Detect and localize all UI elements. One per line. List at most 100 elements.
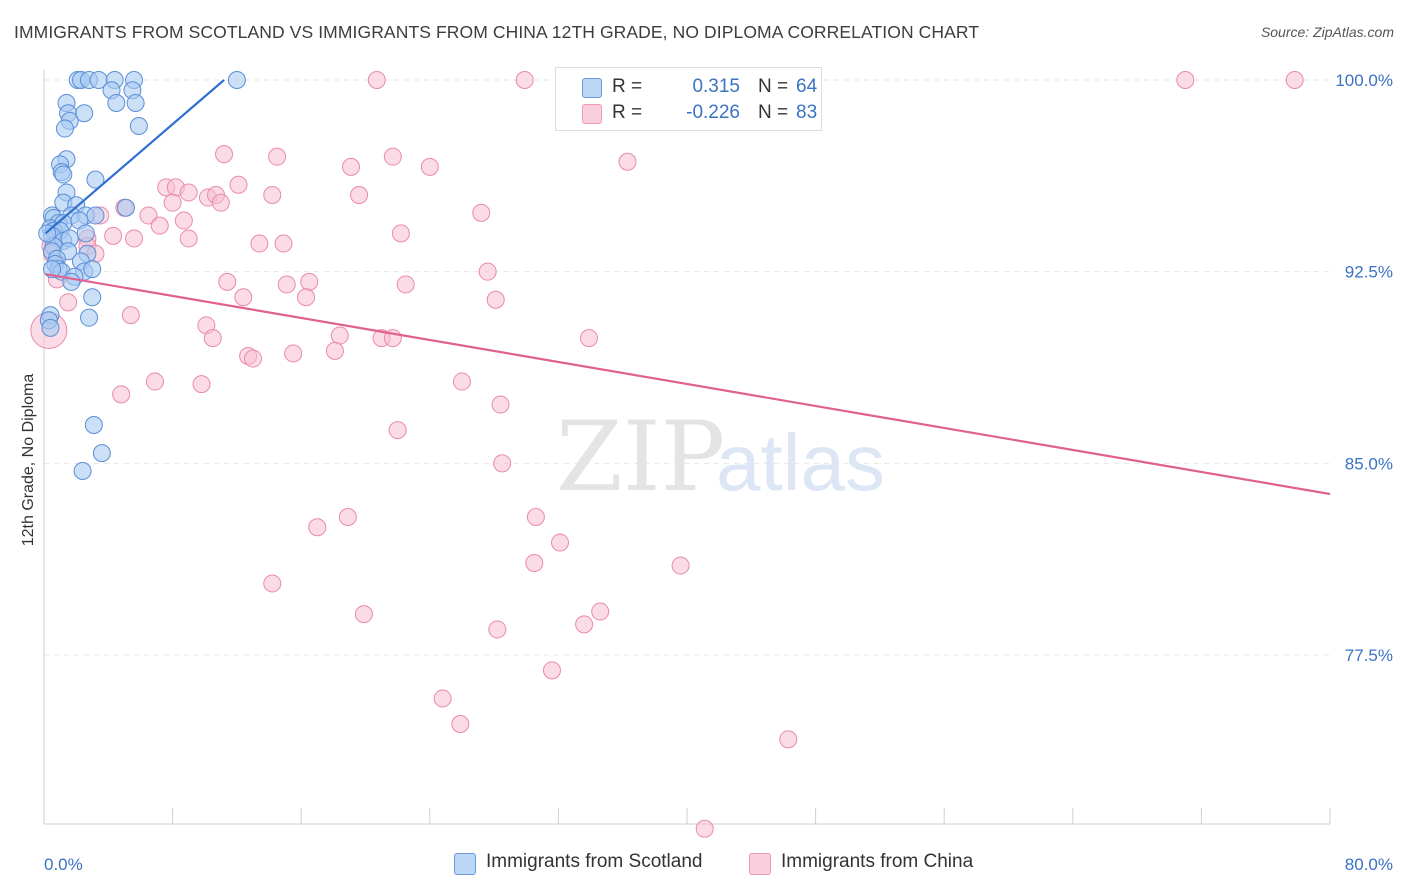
r-value: 0.315 — [692, 76, 740, 97]
china-point — [308, 518, 327, 537]
china-point — [263, 186, 282, 204]
china-point — [59, 293, 78, 312]
trend-lines — [44, 79, 1331, 496]
china-point — [367, 71, 386, 89]
china-point — [274, 234, 293, 253]
china-point — [284, 344, 303, 363]
scotland-point — [84, 416, 103, 434]
china-point — [542, 661, 561, 680]
china-point — [354, 605, 373, 624]
china-point — [342, 157, 361, 176]
china-point — [218, 272, 237, 291]
scotland-points — [38, 71, 246, 480]
china-points — [30, 71, 1304, 838]
china-point — [478, 262, 497, 281]
r-value: -0.226 — [686, 102, 740, 123]
china-point — [493, 454, 512, 473]
china-point — [391, 224, 410, 243]
china-point — [268, 147, 287, 166]
scotland-point — [83, 288, 102, 307]
scotland-point — [62, 272, 81, 291]
scotland-point — [80, 308, 99, 327]
china-point — [150, 216, 169, 235]
watermark-atlas: atlas — [716, 418, 885, 507]
china-point — [525, 554, 544, 572]
china-point — [125, 229, 144, 248]
china-point — [234, 288, 253, 307]
china-point — [350, 186, 369, 204]
n-value: 64 — [796, 76, 818, 97]
china-point — [433, 689, 452, 708]
watermark: ZIP atlas — [556, 401, 885, 513]
axes — [43, 70, 1331, 825]
china-point — [229, 175, 248, 194]
china-point — [112, 385, 131, 404]
y-tick-label: 85.0% — [1345, 454, 1393, 473]
china-point — [1176, 71, 1195, 89]
china-point — [695, 819, 714, 838]
china-point — [488, 620, 507, 639]
china-point — [192, 375, 211, 394]
china-point — [330, 326, 349, 345]
source-label: Source: ZipAtlas.com — [1260, 24, 1394, 40]
tick-labels: 77.5% 85.0% 92.5% 100.0% 0.0% 80.0% — [44, 71, 1393, 874]
china-point — [215, 145, 234, 164]
china-point — [383, 147, 402, 166]
china-point — [388, 421, 407, 440]
scotland-point — [55, 119, 74, 138]
y-tick-label: 77.5% — [1345, 646, 1393, 665]
china-point — [338, 508, 357, 526]
china-point — [575, 615, 594, 634]
r-label: R = — [612, 102, 643, 123]
scotland-swatch — [454, 853, 476, 875]
china-point — [163, 193, 182, 212]
china-point — [452, 372, 471, 391]
china-point — [297, 288, 316, 307]
china-point — [491, 395, 510, 414]
scotland-swatch — [582, 78, 602, 98]
china-point — [263, 574, 282, 593]
r-label: R = — [612, 76, 643, 97]
scotland-point — [116, 198, 135, 217]
x-tick-label-min: 0.0% — [44, 855, 83, 874]
correlation-legend: R = 0.315 N = 64 R = -0.226 N = 83 — [555, 67, 822, 131]
n-label: N = — [758, 102, 789, 123]
china-point — [618, 152, 637, 171]
china-point — [179, 183, 198, 202]
china-point — [300, 272, 319, 291]
scotland-point — [83, 260, 102, 279]
scotland-point — [54, 165, 73, 184]
n-label: N = — [758, 76, 789, 97]
china-point — [145, 372, 164, 391]
china-point — [551, 533, 570, 552]
china-point — [104, 226, 123, 245]
china-swatch — [582, 104, 602, 124]
watermark-zip: ZIP — [556, 401, 725, 513]
china-point — [515, 71, 534, 89]
china-point — [139, 206, 158, 225]
y-tick-label: 92.5% — [1345, 263, 1393, 282]
china-point — [486, 290, 505, 309]
china-point — [591, 602, 610, 621]
gridlines — [44, 79, 1330, 656]
china-point — [396, 275, 415, 294]
china-point — [121, 306, 140, 325]
scotland-point — [227, 71, 246, 89]
scotland-point — [86, 206, 105, 225]
china-point — [243, 349, 262, 368]
china-point — [179, 229, 198, 248]
china-point — [203, 329, 222, 348]
china-point — [250, 234, 269, 253]
china-point — [451, 715, 470, 733]
scotland-point — [126, 94, 145, 112]
china-point — [174, 211, 193, 230]
scotland-point — [129, 117, 148, 135]
china-point — [579, 329, 598, 348]
scotland-point — [107, 94, 126, 112]
china-point — [211, 193, 230, 212]
chart-title: IMMIGRANTS FROM SCOTLAND VS IMMIGRANTS F… — [14, 22, 980, 42]
y-tick-label: 100.0% — [1335, 71, 1393, 90]
china-trend-line — [45, 273, 1331, 496]
china-point — [779, 730, 798, 749]
